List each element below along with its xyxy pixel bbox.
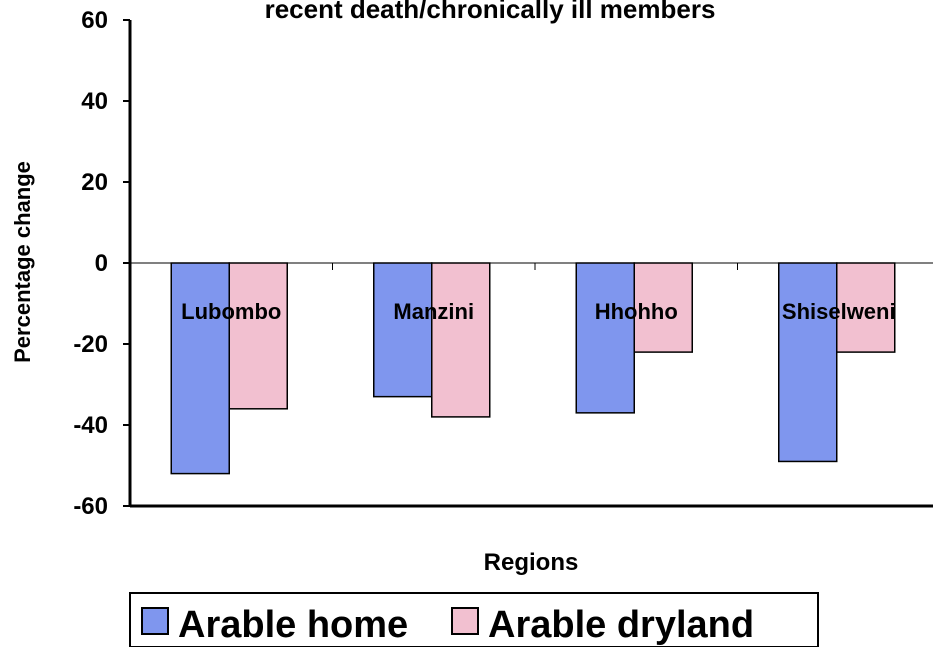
y-tick-label: 20 [81, 169, 108, 196]
bar [228, 262, 288, 410]
y-tick-label: -20 [73, 331, 108, 358]
y-tick-label: -40 [73, 412, 108, 439]
bar [633, 262, 693, 353]
x-axis-label: Regions [484, 549, 579, 576]
x-tick-label: Lubombo [181, 299, 281, 324]
legend-label: Arable dryland [488, 604, 754, 646]
bar [778, 262, 838, 463]
bar [170, 262, 230, 475]
legend-swatch [451, 607, 479, 635]
y-tick-label: 40 [81, 88, 108, 115]
bar [575, 262, 635, 414]
y-axis-label: Percentage change [10, 161, 35, 363]
bar [431, 262, 491, 418]
bar [373, 262, 433, 398]
x-tick-label: Shiselweni [782, 299, 896, 324]
chart-title: recent death/chronically ill members [265, 0, 716, 24]
bar [836, 262, 896, 353]
y-tick-label: 0 [95, 250, 108, 277]
legend-swatch [141, 607, 169, 635]
y-tick-label: 60 [81, 7, 108, 34]
y-tick-label: -60 [73, 493, 108, 520]
x-tick-label: Manzini [393, 299, 474, 324]
x-tick-label: Hhohho [595, 299, 678, 324]
legend-label: Arable home [178, 604, 408, 646]
